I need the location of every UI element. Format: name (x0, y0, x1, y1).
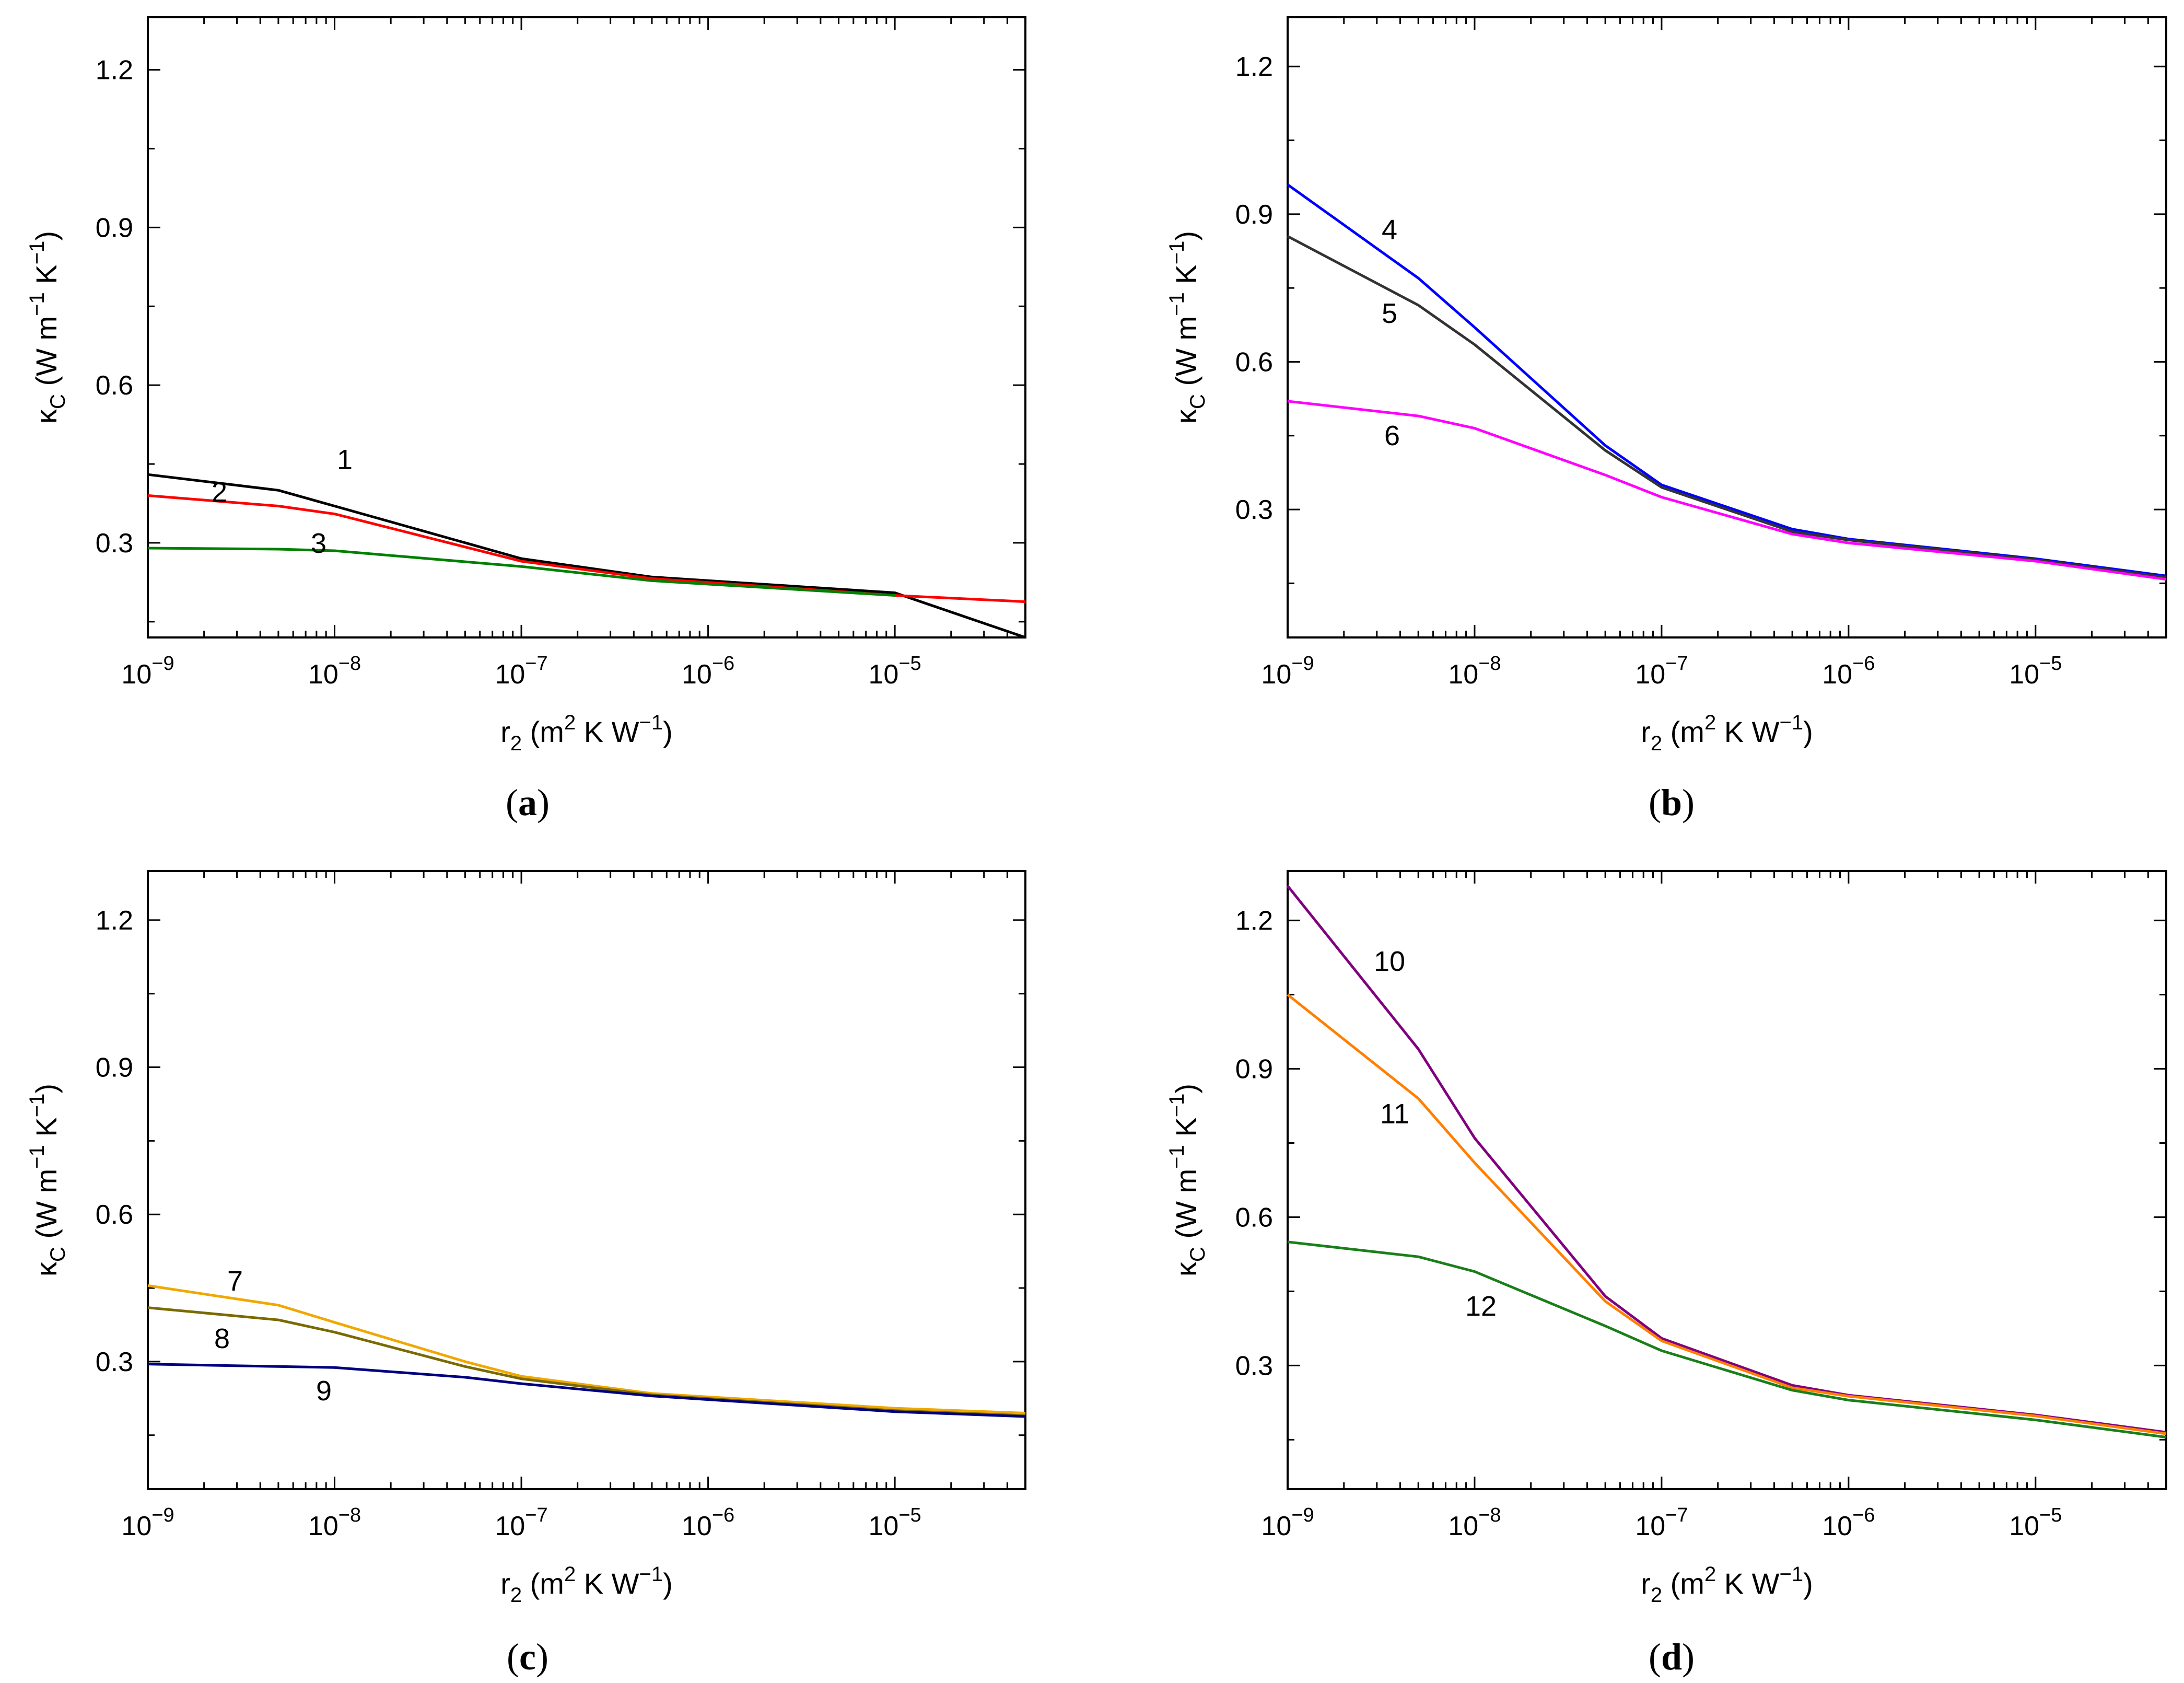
y-tick-label: 0.3 (96, 1347, 133, 1377)
x-tick-label: 10−6 (682, 653, 734, 690)
series-line-10 (1287, 885, 2167, 1434)
series-label-8: 8 (214, 1323, 230, 1354)
y-axis-title: κC (W m−1 K−1) (26, 231, 69, 424)
chart-panel-b: 10−9 10−8 10−7 10−6 10−5 0.3 0.6 0.9 1.2 r2 (m2 K… (1165, 16, 2167, 823)
series-label-12: 12 (1465, 1291, 1497, 1322)
series-label-7: 7 (227, 1266, 243, 1297)
series-line-4 (1287, 183, 2167, 577)
y-tick-label: 0.3 (96, 528, 133, 559)
y-tick-label: 1.2 (1235, 906, 1273, 936)
y-tick-label: 1.2 (96, 55, 133, 86)
x-tick-label: 10−8 (1448, 1504, 1501, 1541)
y-tick-label: 0.9 (1235, 200, 1273, 230)
series-line-12 (1287, 1240, 2167, 1439)
x-tick-label: 10−8 (308, 1504, 361, 1541)
x-tick-label: 10−9 (1261, 653, 1314, 690)
series-label-9: 9 (316, 1375, 332, 1407)
chart-panel-a: 10−9 10−8 10−7 10−6 10−5 0.3 0.6 0.9 1.2 r2 (m2 K… (26, 16, 1026, 823)
x-tick-label: 10−9 (121, 653, 174, 690)
y-tick-label: 0.9 (96, 213, 133, 243)
series-line-3 (147, 547, 895, 597)
y-tick-label: 0.6 (1235, 1202, 1273, 1233)
series-label-3: 3 (311, 528, 326, 559)
y-tick-label: 1.2 (96, 906, 133, 936)
series-label-11: 11 (1380, 1098, 1409, 1130)
x-tick-label: 10−7 (495, 1504, 547, 1541)
plot-frame (147, 16, 1026, 639)
chart-panel-c: 10−9 10−8 10−7 10−6 10−5 0.3 0.6 0.9 1.2 r2 (m2 K… (26, 870, 1026, 1678)
x-tick-label: 10−5 (869, 1504, 921, 1541)
x-tick-label: 10−5 (2009, 653, 2062, 690)
series-line-11 (1287, 993, 2167, 1435)
y-axis-title: κC (W m−1 K−1) (26, 1084, 69, 1276)
x-axis-title: r2 (m2 K W−1) (500, 711, 673, 755)
y-axis-title: κC (W m−1 K−1) (1165, 1084, 1209, 1276)
panel-caption: (c) (507, 1636, 548, 1678)
y-tick-label: 1.2 (1235, 52, 1273, 82)
x-tick-label: 10−5 (2009, 1504, 2062, 1541)
x-tick-label: 10−7 (495, 653, 547, 690)
y-tick-label: 0.3 (1235, 1351, 1273, 1381)
panel-caption: (d) (1649, 1636, 1695, 1678)
y-axis-title: κC (W m−1 K−1) (1165, 231, 1209, 424)
chart-panel-d: 10−9 10−8 10−7 10−6 10−5 0.3 0.6 0.9 1.2 r2 (m2 K… (1165, 870, 2167, 1678)
series-label-4: 4 (1382, 214, 1397, 246)
series-line-8 (147, 1306, 1026, 1417)
series-label-10: 10 (1374, 946, 1405, 977)
x-tick-label: 10−5 (869, 653, 921, 690)
series-line-5 (1287, 235, 2167, 579)
series-label-1: 1 (337, 444, 353, 475)
plot-frame (1287, 16, 2167, 639)
x-tick-label: 10−9 (121, 1504, 174, 1541)
y-tick-label: 0.9 (1235, 1054, 1273, 1085)
y-tick-label: 0.6 (96, 370, 133, 401)
series-label-2: 2 (212, 477, 227, 508)
x-tick-label: 10−7 (1635, 1504, 1688, 1541)
x-tick-label: 10−6 (1822, 653, 1875, 690)
plot-frame (147, 870, 1026, 1490)
series-label-5: 5 (1382, 298, 1397, 329)
y-tick-label: 0.9 (96, 1053, 133, 1083)
series-line-1 (147, 473, 1026, 639)
plot-frame (1287, 870, 2167, 1490)
x-tick-label: 10−9 (1261, 1504, 1314, 1541)
x-tick-label: 10−8 (1448, 653, 1501, 690)
series-line-9 (147, 1363, 1026, 1418)
series-line-6 (1287, 400, 2167, 581)
y-tick-label: 0.6 (1235, 347, 1273, 377)
x-tick-label: 10−6 (682, 1504, 734, 1541)
panel-caption: (b) (1649, 782, 1695, 823)
x-axis-title: r2 (m2 K W−1) (1641, 1563, 1813, 1607)
x-tick-label: 10−7 (1635, 653, 1688, 690)
panel-caption: (a) (506, 782, 550, 823)
x-tick-label: 10−8 (308, 653, 361, 690)
series-line-7 (147, 1284, 1026, 1414)
x-tick-label: 10−6 (1822, 1504, 1875, 1541)
x-axis-title: r2 (m2 K W−1) (500, 1563, 673, 1607)
y-tick-label: 0.3 (1235, 495, 1273, 525)
y-tick-label: 0.6 (96, 1200, 133, 1230)
series-label-6: 6 (1384, 420, 1400, 451)
x-axis-title: r2 (m2 K W−1) (1641, 711, 1813, 755)
